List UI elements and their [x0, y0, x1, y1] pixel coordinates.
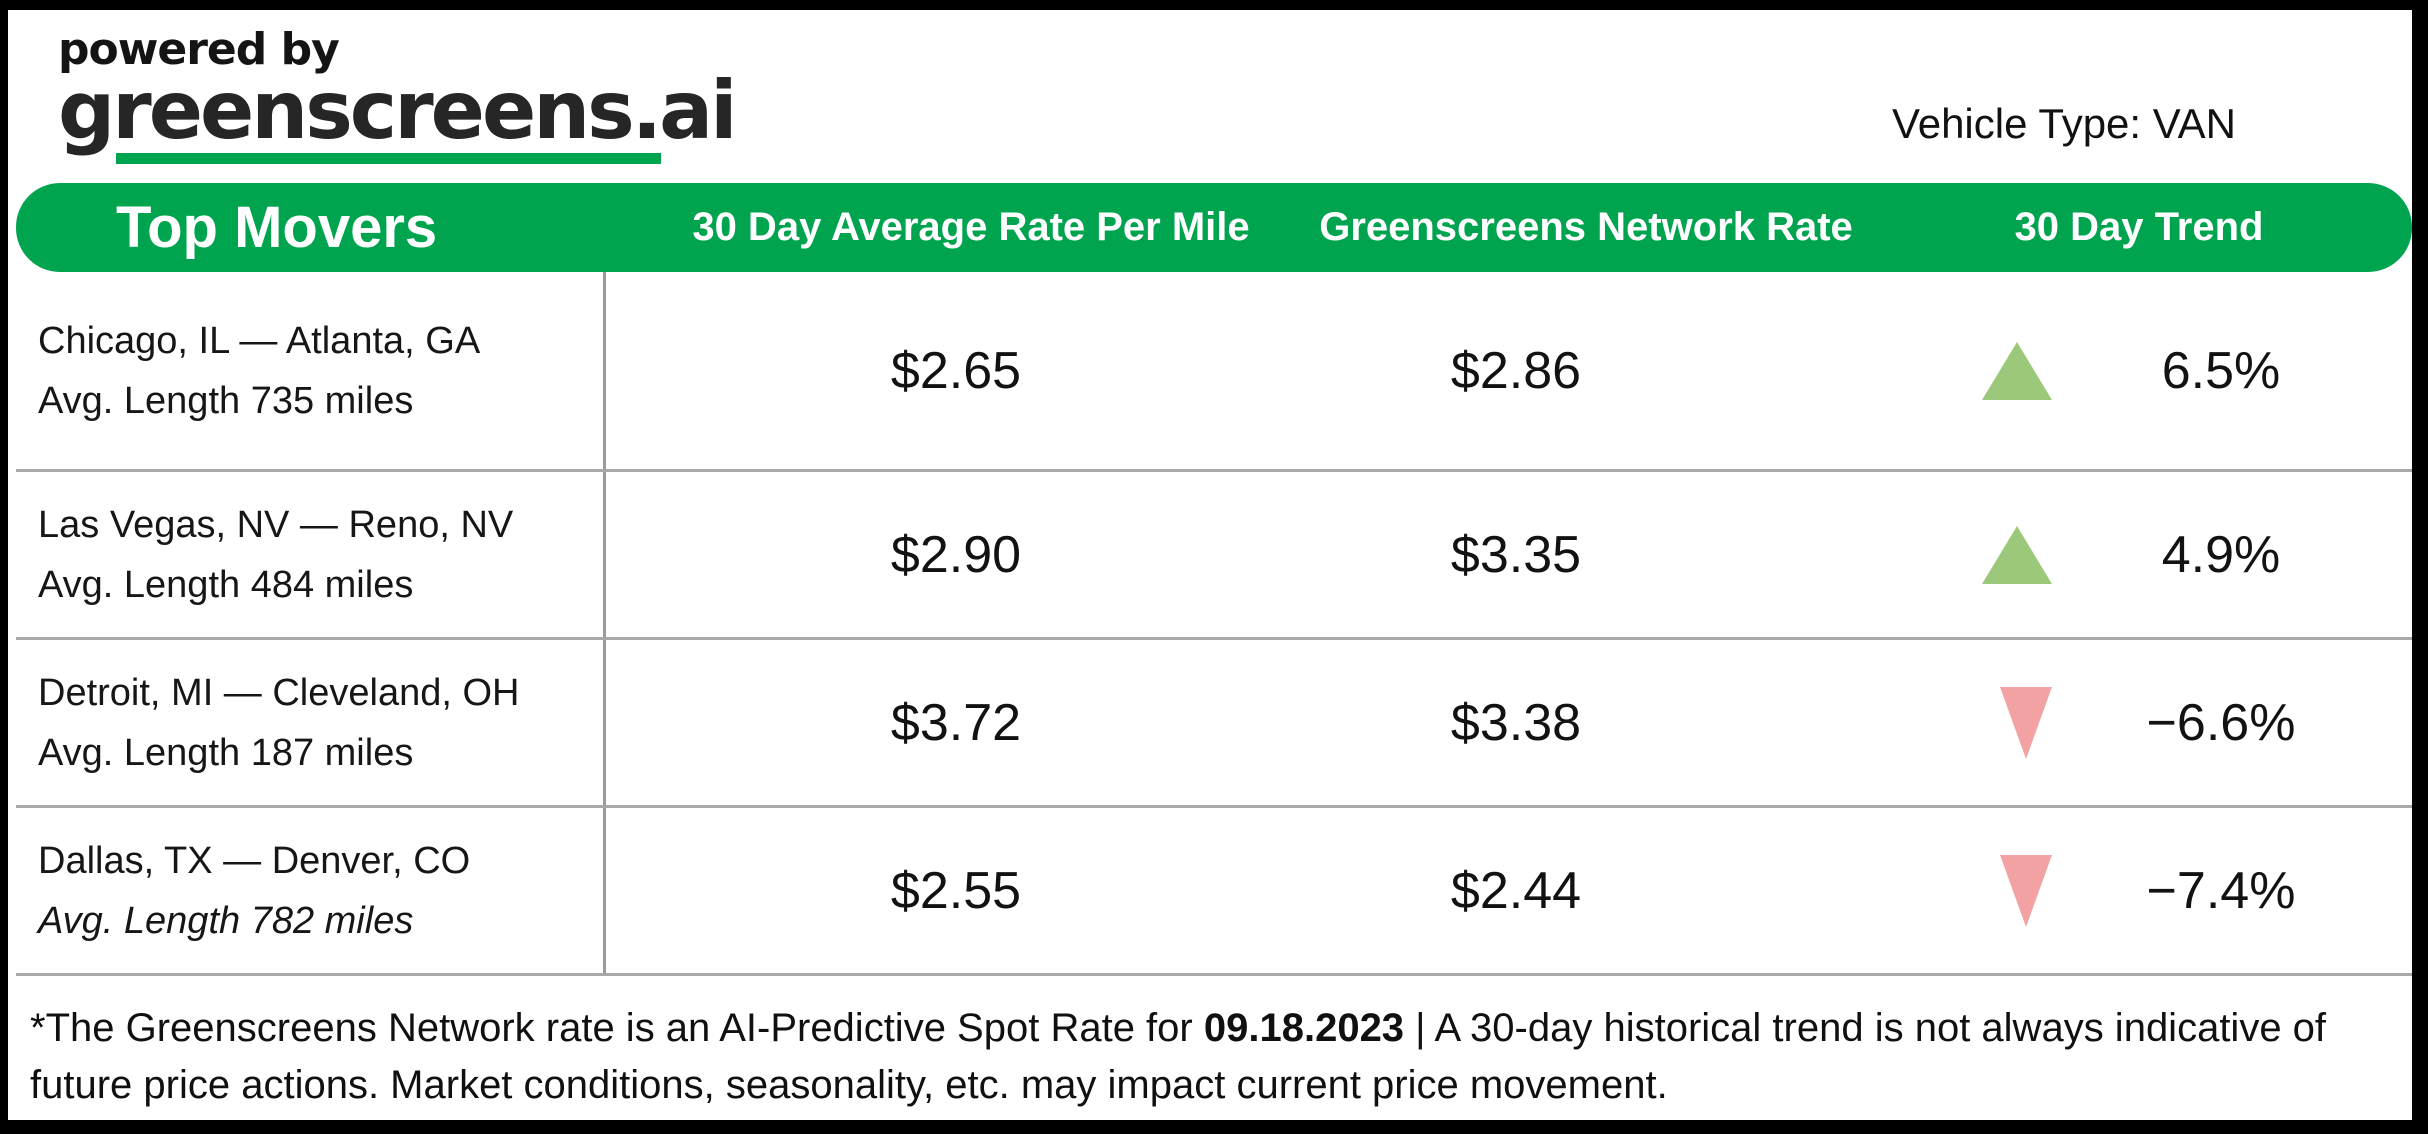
trend-percent: 6.5%: [2161, 341, 2281, 400]
lane-name: Detroit, MI — Cleveland, OH: [38, 671, 520, 714]
lane-avg-length: Avg. Length 735 miles: [38, 379, 414, 422]
trend-cell: −7.4%: [1726, 808, 2412, 973]
top-movers-table: Top Movers 30 Day Average Rate Per Mile …: [16, 183, 2412, 976]
lane-name: Dallas, TX — Denver, CO: [38, 839, 471, 882]
lane-avg-length: Avg. Length 187 miles: [38, 731, 414, 774]
trend-percent: −7.4%: [2146, 861, 2296, 920]
lane-cell: Las Vegas, NV — Reno, NV Avg. Length 484…: [16, 472, 606, 637]
table-row: Las Vegas, NV — Reno, NV Avg. Length 484…: [16, 472, 2412, 640]
trend-percent: 4.9%: [2161, 525, 2281, 584]
column-header-network-rate: Greenscreens Network Rate: [1319, 205, 1853, 249]
network-rate-value: $2.86: [1450, 341, 1582, 400]
table-row: Dallas, TX — Denver, CO Avg. Length 782 …: [16, 808, 2412, 976]
powered-by-text: powered by: [58, 24, 340, 75]
table-row: Detroit, MI — Cleveland, OH Avg. Length …: [16, 640, 2412, 808]
column-header-trend: 30 Day Trend: [2014, 205, 2264, 249]
lane-cell: Detroit, MI — Cleveland, OH Avg. Length …: [16, 640, 606, 805]
report-card: powered by greenscreens.ai Vehicle Type:…: [8, 10, 2412, 1120]
trend-cell: 6.5%: [1726, 272, 2412, 469]
brand-text: greenscreens.ai: [58, 64, 738, 157]
table-header-bar: Top Movers 30 Day Average Rate Per Mile …: [16, 183, 2412, 272]
table-title: Top Movers: [116, 195, 438, 260]
avg-rate-value: $3.72: [890, 693, 1022, 752]
trend-arrow-icon: [1982, 525, 2052, 584]
trend-cell: 4.9%: [1726, 472, 2412, 637]
table-row: Chicago, IL — Atlanta, GA Avg. Length 73…: [16, 272, 2412, 472]
lane-cell: Chicago, IL — Atlanta, GA Avg. Length 73…: [16, 272, 606, 469]
disclaimer-suffix: | A 30-day historical trend is not alway…: [30, 1006, 2327, 1107]
lane-cell: Dallas, TX — Denver, CO Avg. Length 782 …: [16, 808, 606, 973]
trend-arrow-icon: [2000, 686, 2052, 759]
disclaimer-prefix: *The Greenscreens Network rate is an AI-…: [30, 1006, 1204, 1050]
column-header-avg-rate: 30 Day Average Rate Per Mile: [692, 205, 1250, 249]
disclaimer-text: *The Greenscreens Network rate is an AI-…: [8, 976, 2388, 1114]
network-rate-value: $3.38: [1450, 693, 1582, 752]
disclaimer-date: 09.18.2023: [1203, 1006, 1405, 1050]
avg-rate-value: $2.65: [890, 341, 1022, 400]
network-rate-value: $3.35: [1450, 525, 1582, 584]
lane-avg-length: Avg. Length 484 miles: [38, 563, 414, 606]
vehicle-type-label: Vehicle Type: VAN: [1892, 100, 2236, 147]
avg-rate-value: $2.90: [890, 525, 1022, 584]
avg-rate-value: $2.55: [890, 861, 1022, 920]
brand-underline: [116, 153, 661, 164]
trend-arrow-icon: [1982, 341, 2052, 400]
lane-name: Chicago, IL — Atlanta, GA: [38, 319, 481, 362]
trend-percent: −6.6%: [2146, 693, 2296, 752]
network-rate-value: $2.44: [1450, 861, 1582, 920]
lane-avg-length: Avg. Length 782 miles: [38, 899, 414, 942]
lane-name: Las Vegas, NV — Reno, NV: [38, 503, 514, 546]
trend-cell: −6.6%: [1726, 640, 2412, 805]
trend-arrow-icon: [2000, 854, 2052, 927]
top-bar: powered by greenscreens.ai Vehicle Type:…: [8, 10, 2412, 183]
greenscreens-logo: powered by greenscreens.ai: [58, 24, 738, 164]
